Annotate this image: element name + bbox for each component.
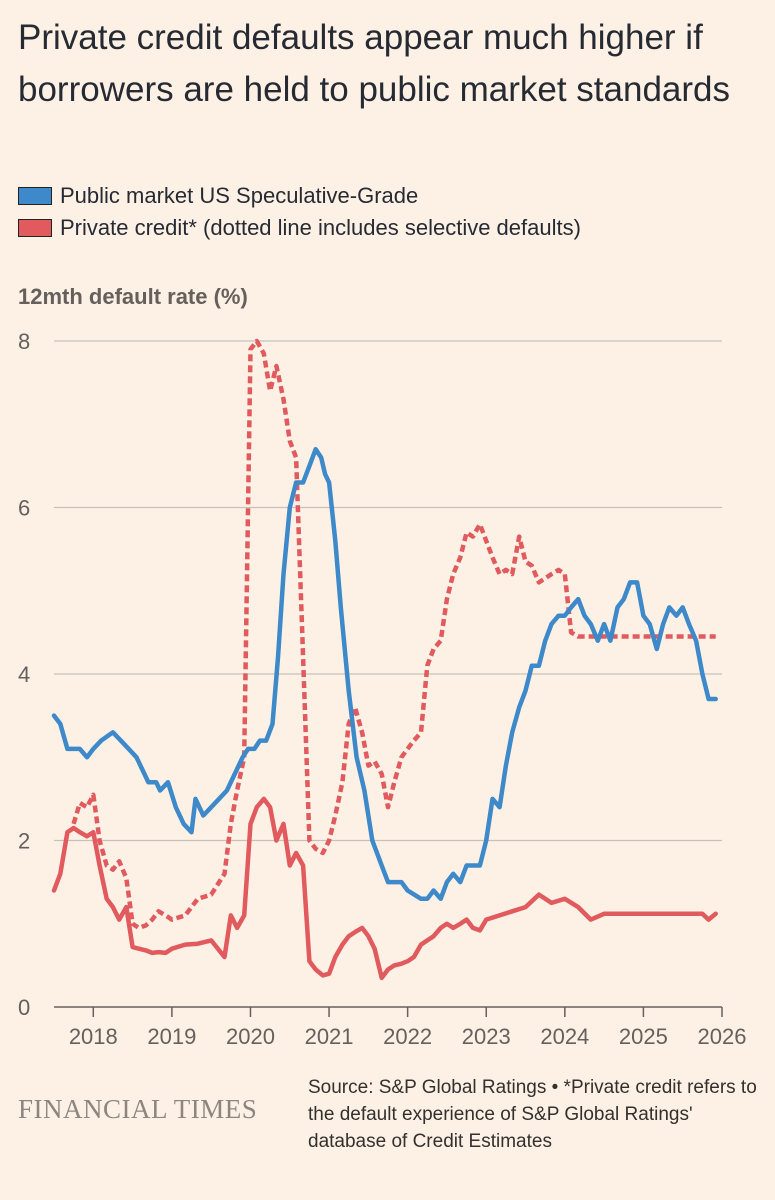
x-tick-label: 2019 (147, 1024, 196, 1049)
x-tick-label: 2025 (619, 1024, 668, 1049)
x-axis: 2018 2019 2020 2021 2022 2023 2024 2025 2026 (69, 1007, 747, 1049)
legend-swatch-private (18, 219, 52, 237)
x-tick-label: 2021 (305, 1024, 354, 1049)
source-note: Source: S&P Global Ratings • *Private cr… (308, 1077, 757, 1152)
x-tick-label: 2023 (462, 1024, 511, 1049)
series-lines (51, 338, 718, 981)
grid-lines (54, 340, 722, 1008)
x-tick-label: 2026 (698, 1024, 747, 1049)
y-tick-label: 2 (18, 829, 30, 854)
legend-item-public: Public market US Speculative-Grade (18, 180, 581, 212)
x-tick-label: 2022 (383, 1024, 432, 1049)
y-axis-label: 12mth default rate (%) (18, 284, 248, 309)
x-tick-label: 2018 (69, 1024, 118, 1049)
y-tick-label: 0 (18, 995, 30, 1020)
legend-item-private: Private credit* (dotted line includes se… (18, 212, 581, 244)
series-line-public (51, 446, 718, 902)
y-tick-label: 8 (18, 329, 30, 354)
series-line-private-selective (71, 338, 716, 931)
y-tick-label: 6 (18, 496, 30, 521)
series-line-private (51, 796, 718, 981)
x-tick-label: 2020 (226, 1024, 275, 1049)
ft-logo: FINANCIAL TIMES (18, 1094, 258, 1124)
x-tick-label: 2024 (540, 1024, 589, 1049)
chart-title: Private credit defaults appear much high… (18, 18, 731, 109)
legend: Public market US Speculative-Grade Priva… (18, 180, 581, 244)
legend-label-private: Private credit* (dotted line includes se… (60, 215, 581, 240)
legend-swatch-public (18, 187, 52, 205)
y-tick-labels: 0 2 4 6 8 (18, 329, 30, 1020)
y-tick-label: 4 (18, 662, 30, 687)
legend-label-public: Public market US Speculative-Grade (60, 183, 419, 208)
